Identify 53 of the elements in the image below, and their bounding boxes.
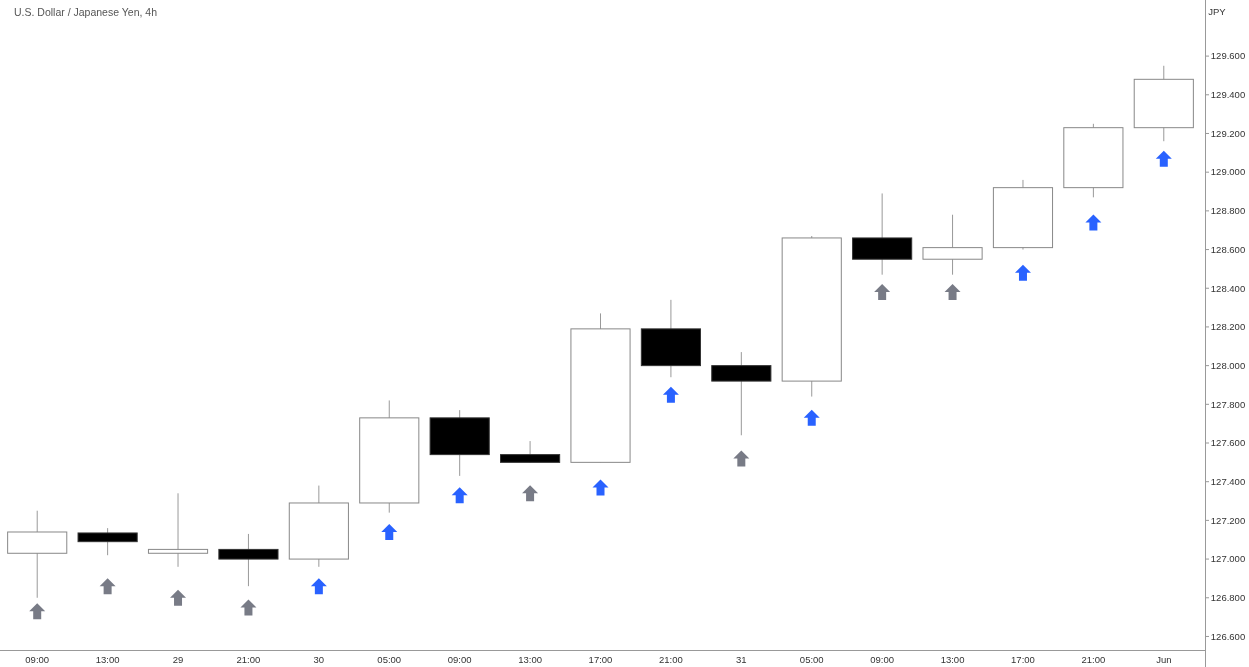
y-tick-label: 128.000 bbox=[1210, 359, 1246, 371]
x-tick-label: 13:00 bbox=[940, 654, 965, 665]
point bbox=[1085, 214, 1102, 231]
point bbox=[803, 409, 820, 426]
point bbox=[170, 589, 187, 606]
candlestick bbox=[147, 492, 209, 568]
x-tick-label: 21:00 bbox=[236, 654, 261, 665]
y-tick-label: 127.800 bbox=[1210, 398, 1246, 410]
x-tick-label: 17:00 bbox=[1011, 654, 1035, 665]
x-tick-label: 13:00 bbox=[95, 654, 120, 665]
y-tick-label: 127.400 bbox=[1210, 476, 1246, 488]
y-tick-label: 126.800 bbox=[1210, 592, 1246, 604]
x-tick-label: 09:00 bbox=[870, 654, 895, 665]
x-tick-label: 29 bbox=[172, 654, 184, 665]
point bbox=[451, 487, 468, 504]
y-tick-label: 129.200 bbox=[1210, 127, 1246, 139]
point bbox=[592, 479, 609, 496]
point bbox=[1155, 150, 1172, 167]
x-tick-label: 13:00 bbox=[518, 654, 542, 665]
y-axis-title: JPY bbox=[1208, 6, 1227, 17]
point bbox=[381, 523, 398, 540]
x-tick-label: 09:00 bbox=[447, 654, 472, 665]
x-tick-label: Jun bbox=[1156, 654, 1172, 665]
y-tick-label: 128.400 bbox=[1210, 282, 1246, 294]
x-tick-label: 21:00 bbox=[1081, 654, 1106, 665]
point bbox=[1014, 264, 1031, 281]
x-tick-label: 05:00 bbox=[799, 654, 824, 665]
y-tick-label: 127.000 bbox=[1210, 553, 1246, 565]
x-tick-label: 05:00 bbox=[377, 654, 402, 665]
y-tick-label: 128.200 bbox=[1210, 321, 1246, 333]
y-tick-label: 128.600 bbox=[1210, 243, 1246, 255]
point bbox=[29, 603, 46, 620]
y-tick-label: 129.600 bbox=[1210, 50, 1246, 62]
point bbox=[662, 386, 679, 403]
y-tick-label: 127.600 bbox=[1210, 437, 1246, 449]
text: U.S. Dollar / Japanese Yen, 4h bbox=[14, 6, 158, 18]
y-tick-label: 128.800 bbox=[1210, 205, 1246, 217]
y-tick-label: 129.000 bbox=[1210, 166, 1246, 178]
x-tick-label: 31 bbox=[736, 654, 747, 665]
point bbox=[874, 284, 891, 301]
point bbox=[733, 450, 750, 467]
point bbox=[944, 284, 961, 301]
point bbox=[310, 578, 327, 595]
x-tick-label: 30 bbox=[313, 654, 325, 665]
point bbox=[522, 485, 539, 502]
x-tick-label: 21:00 bbox=[659, 654, 683, 665]
point bbox=[99, 578, 116, 595]
x-tick-label: 09:00 bbox=[25, 654, 50, 665]
point bbox=[240, 599, 257, 616]
y-tick-label: 129.400 bbox=[1210, 89, 1246, 101]
y-tick-label: 127.200 bbox=[1210, 514, 1246, 526]
x-tick-label: 17:00 bbox=[588, 654, 613, 665]
y-tick-label: 126.600 bbox=[1210, 630, 1246, 642]
